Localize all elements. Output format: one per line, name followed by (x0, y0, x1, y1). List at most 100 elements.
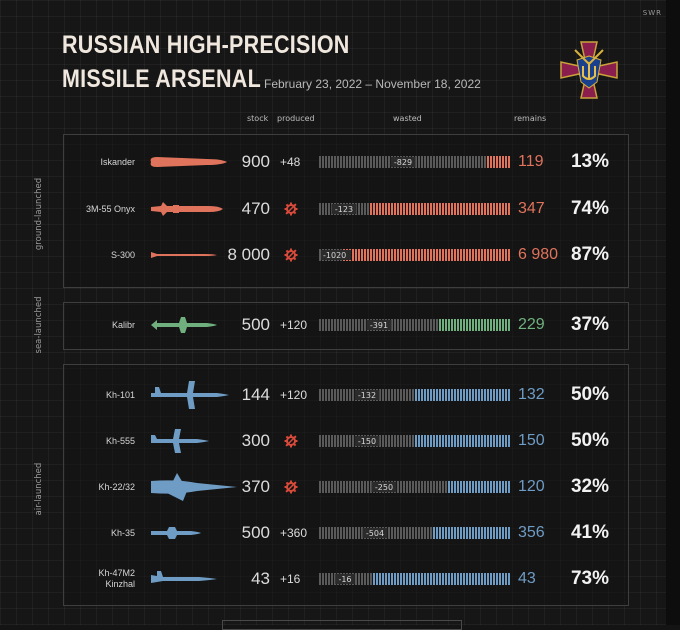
wasted-label: -250 (375, 483, 393, 492)
stock-bar: -1020 (319, 249, 510, 261)
wasted-label-bg (354, 436, 380, 446)
table-row: Kh-47M2 Kinzhal 43 +16 -16 43 73% (0, 563, 680, 595)
missile-silhouette-icon (151, 317, 217, 333)
percent-remaining: 87% (570, 244, 609, 265)
wasted-label-bg (362, 528, 388, 538)
produced-value: +360 (280, 526, 308, 540)
wasted-label-bg (366, 320, 392, 330)
missile-name-text: Kalibr (112, 320, 135, 331)
missile-silhouette-icon (151, 473, 237, 501)
stock-bar: -391 (319, 319, 510, 331)
missile-name-line-2: Kinzhal (105, 579, 135, 589)
date-range: February 23, 2022 – November 18, 2022 (264, 77, 481, 91)
missile-name: Iskander (100, 146, 135, 178)
missile-name-text: Kh-22/32 (98, 482, 135, 493)
wasted-label: -829 (394, 158, 412, 167)
missile-name: Kalibr (112, 309, 135, 341)
wasted-label-bg (354, 390, 380, 400)
stock-bar: -829 (319, 156, 510, 168)
produced-value: +120 (280, 318, 308, 332)
page-title: RUSSIAN HIGH-PRECISION MISSILE ARSENAL (62, 28, 350, 96)
missile-name-line: Kh-101 (105, 389, 135, 400)
stock-bar: -504 (319, 527, 510, 539)
wasted-label-bg (321, 250, 351, 260)
wasted-label: -123 (335, 205, 353, 214)
table-row: Kh-555 300 -150 150 50% (0, 425, 680, 457)
stock-bar: -250 (319, 481, 510, 493)
wasted-label: -1020 (323, 251, 346, 260)
wasted-label: -391 (370, 321, 388, 330)
stock-value: 144 (241, 385, 270, 404)
remains-bar-segment (431, 527, 510, 539)
remains-bar-segment (371, 573, 510, 585)
remains-bar-segment (415, 389, 510, 401)
gear-icon (284, 202, 298, 216)
stock-bar: -150 (319, 435, 510, 447)
table-row: Kalibr 500 +120 -391 229 37% (0, 309, 680, 341)
missile-name-line: Kh-22/32 (98, 481, 135, 492)
percent-remaining: 50% (570, 430, 609, 451)
gear-icon (284, 434, 298, 448)
column-header-produced: produced (277, 114, 315, 123)
emblem-cross-icon (560, 41, 618, 99)
percent-remaining: 41% (570, 522, 609, 543)
remains-value: 150 (518, 432, 545, 449)
wasted-label: -150 (358, 437, 376, 446)
percent-remaining: 13% (570, 151, 609, 172)
table-row: Kh-22/32 370 -250 120 32% (0, 471, 680, 503)
missile-name-text: Iskander (100, 157, 135, 168)
edge-strip (666, 0, 680, 625)
title-line-2: MISSILE ARSENAL (62, 65, 261, 93)
remains-value: 229 (518, 316, 545, 333)
missile-name-text: Kh-35 (111, 528, 135, 539)
remains-value: 120 (518, 478, 545, 495)
remains-value: 43 (518, 570, 536, 587)
stock-value: 300 (241, 431, 270, 450)
missile-name: S-300 (111, 239, 135, 271)
remains-value: 356 (518, 524, 545, 541)
wasted-label: -504 (366, 529, 384, 538)
missile-name-text: S-300 (111, 250, 135, 261)
remains-bar-segment (439, 319, 510, 331)
table-row: Iskander 900 +48 -829 119 13% (0, 146, 680, 178)
missile-name-text: 3M-55 Onyx (86, 204, 135, 215)
wasted-label-bg (390, 157, 416, 167)
missile-name-line: S-300 (110, 249, 135, 260)
missile-name: Kh-35 (111, 517, 135, 549)
missile-name-text: Kh-47M2 Kinzhal (98, 568, 135, 590)
missile-name: Kh-22/32 (98, 471, 135, 503)
table-row: Kh-101 144 +120 -132 132 50% (0, 379, 680, 411)
missile-name-line: Iskander (100, 156, 135, 167)
brand-logo: SWR (642, 9, 662, 17)
table-row: Kh-35 500 +360 -504 356 41% (0, 517, 680, 549)
stock-value: 500 (241, 523, 270, 542)
missile-name: 3M-55 Onyx (86, 193, 135, 225)
percent-remaining: 74% (570, 198, 609, 219)
remains-value: 6 980 (518, 246, 559, 263)
missile-name-text: Kh-555 (106, 436, 135, 447)
remains-value: 132 (518, 386, 545, 403)
title-line-1: RUSSIAN HIGH-PRECISION (62, 31, 350, 59)
gear-icon (284, 480, 298, 494)
missile-name-text: Kh-101 (106, 390, 135, 401)
remains-bar-segment (448, 481, 510, 493)
missile-name-line: Kalibr (111, 319, 135, 330)
missile-name: Kh-101 (106, 379, 135, 411)
remains-value: 119 (518, 153, 544, 170)
wasted-label-bg (335, 574, 355, 584)
stock-value: 8 000 (227, 245, 270, 264)
column-header-wasted: wasted (393, 114, 422, 123)
produced-value: +48 (280, 155, 301, 169)
stock-value: 500 (241, 315, 270, 334)
remains-value: 347 (518, 200, 545, 217)
table-row: 3M-55 Onyx 470 -123 347 74% (0, 193, 680, 225)
remains-bar-segment (415, 435, 510, 447)
missile-silhouette-icon (151, 527, 201, 539)
missile-silhouette-icon (151, 202, 223, 216)
stock-bar: -132 (319, 389, 510, 401)
percent-remaining: 73% (570, 568, 609, 589)
missile-name-line: Kh-35 (110, 527, 135, 538)
missile-name: Kh-555 (106, 425, 135, 457)
bottom-tab (222, 620, 462, 630)
missile-silhouette-icon (151, 252, 217, 258)
